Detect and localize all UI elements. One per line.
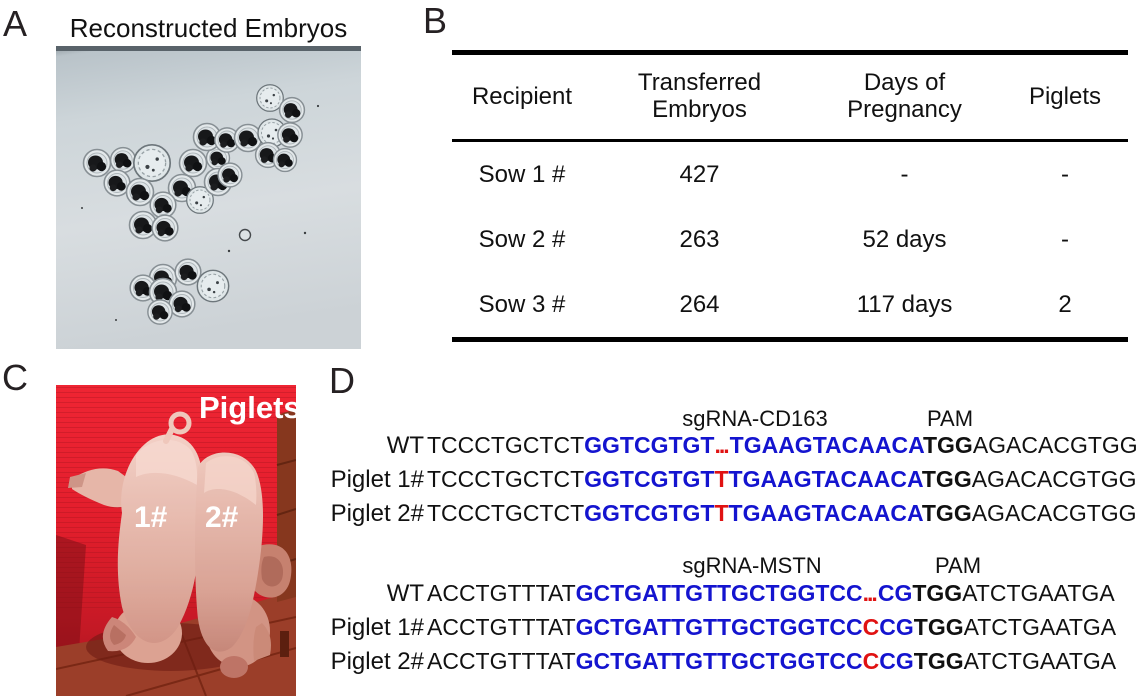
cell-transferred-embryos: 427	[679, 160, 720, 188]
cell-days-of-pregnancy: 117 days	[856, 290, 953, 318]
cell-recipient: Sow 1 #	[478, 160, 566, 188]
seq-segment: ACCTGTTTAT	[427, 580, 576, 606]
sequence-row-wt: WT ACCTGTTTATGCTGATTGTTGCTGGTCC...CGTGGA…	[330, 580, 1115, 608]
table-header-recipient: Recipient	[471, 82, 573, 110]
table-header-days-of-pregnancy: Days of Pregnancy	[847, 69, 962, 123]
table-rule-top	[452, 50, 1128, 55]
table-rule-mid	[452, 139, 1128, 142]
dna-sequence: TCCCTGCTCTGGTCGTGT...TGAAGTACAACATGGAGAC…	[427, 432, 1138, 459]
seq-segment: AGACACGTGG	[972, 432, 1138, 458]
dna-sequence: ACCTGTTTATGCTGATTGTTGCTGGTCC...CGTGGATCT…	[427, 580, 1115, 607]
seq-segment-guide: TGAAGTACAACA	[728, 500, 922, 526]
piglet-1-label: 1#	[134, 501, 168, 534]
seq-segment: ATCTGAATGA	[962, 580, 1115, 606]
sgrna-mstn-label: sgRNA-MSTN	[682, 553, 822, 578]
seq-segment: ACCTGTTTAT	[427, 614, 576, 640]
sequence-row-label: Piglet 2#	[330, 648, 424, 675]
dna-sequence: TCCCTGCTCTGGTCGTGTTTGAAGTACAACATGGAGACAC…	[427, 500, 1137, 527]
seq-segment: ATCTGAATGA	[963, 614, 1117, 640]
sequence-row-label: Piglet 1#	[330, 614, 424, 641]
seq-segment-guide: TGAAGTACAACA	[728, 466, 922, 492]
table-row: Sow 3 # 264 117 days 2	[452, 272, 1128, 337]
seq-segment-guide: GGTCGTGT	[584, 432, 715, 458]
cell-transferred-embryos: 264	[679, 290, 720, 318]
piglets-photo-drawing	[56, 385, 296, 696]
seq-segment-pam: TGG	[913, 614, 964, 640]
seq-segment: TCCCTGCTCT	[427, 500, 585, 526]
seq-segment-guide: CG	[877, 580, 913, 606]
dna-sequence: TCCCTGCTCTGGTCGTGTTTGAAGTACAACATGGAGACAC…	[427, 466, 1137, 493]
seq-segment-guide: GCTGATTGTTGCTGGTCC	[575, 580, 863, 606]
seq-segment: TCCCTGCTCT	[427, 432, 585, 458]
seq-segment-guide: GGTCGTGT	[584, 500, 715, 526]
table-row: Sow 2 # 263 52 days -	[452, 207, 1128, 272]
seq-segment: ATCTGAATGA	[963, 648, 1117, 674]
table-row: Sow 1 # 427 - -	[452, 142, 1128, 207]
cell-piglets: -	[1061, 160, 1069, 188]
cell-days-of-pregnancy: -	[900, 160, 909, 188]
embryo-transfer-table: Recipient Transferred Embryos Days of Pr…	[452, 50, 1128, 342]
sequence-row-label: WT	[386, 580, 424, 607]
cell-transferred-embryos: 263	[679, 225, 720, 253]
sequence-alignment-panel: sgRNA-CD163 PAM WT TCCCTGCTCTGGTCGTGT...…	[330, 362, 1143, 696]
sequence-row-label: WT	[386, 432, 424, 459]
cell-days-of-pregnancy: 52 days	[862, 225, 947, 253]
sequence-row-label: Piglet 1#	[330, 466, 424, 493]
embryo-micrograph-drawing	[56, 46, 361, 349]
seq-segment-pam: TGG	[913, 648, 964, 674]
table-header-row: Recipient Transferred Embryos Days of Pr…	[452, 55, 1128, 139]
pam-label: PAM	[926, 406, 974, 431]
dna-sequence: ACCTGTTTATGCTGATTGTTGCTGGTCCCCGTGGATCTGA…	[427, 614, 1116, 641]
seq-segment-insertion: T	[714, 500, 729, 526]
sequence-row-label: Piglet 2#	[330, 500, 424, 527]
cell-recipient: Sow 2 #	[478, 225, 566, 253]
seq-segment-gap: ...	[714, 432, 729, 458]
cell-recipient: Sow 3 #	[478, 290, 566, 318]
sequence-row-piglet-2: Piglet 2# ACCTGTTTATGCTGATTGTTGCTGGTCCCC…	[330, 648, 1117, 676]
seq-segment-guide: GCTGATTGTTGCTGGTCC	[575, 648, 863, 674]
seq-segment-guide: GCTGATTGTTGCTGGTCC	[575, 614, 863, 640]
piglets-photo	[56, 385, 296, 696]
pam-label: PAM	[934, 553, 982, 578]
cell-piglets: -	[1061, 225, 1069, 253]
table-header-piglets: Piglets	[1028, 82, 1102, 110]
seq-segment-pam: TGG	[922, 432, 973, 458]
sgrna-cd163-label: sgRNA-CD163	[682, 406, 828, 431]
photo-label-piglets: Piglets	[199, 390, 301, 425]
seq-segment-guide: GGTCGTGT	[584, 466, 715, 492]
seq-segment: AGACACGTGG	[971, 500, 1137, 526]
seq-segment-pam: TGG	[921, 466, 972, 492]
seq-segment-guide: TGAAGTACAACA	[729, 432, 923, 458]
dna-sequence: ACCTGTTTATGCTGATTGTTGCTGGTCCCCGTGGATCTGA…	[427, 648, 1116, 675]
panel-a-title: Reconstructed Embryos	[69, 13, 348, 43]
seq-segment-pam: TGG	[921, 500, 972, 526]
sequence-row-piglet-1: Piglet 1# ACCTGTTTATGCTGATTGTTGCTGGTCCCC…	[330, 614, 1117, 642]
sequence-row-piglet-1: Piglet 1# TCCCTGCTCTGGTCGTGTTTGAAGTACAAC…	[330, 466, 1137, 494]
sequence-row-wt: WT TCCCTGCTCTGGTCGTGT...TGAAGTACAACATGGA…	[330, 432, 1138, 460]
table-rule-bottom	[452, 337, 1128, 342]
embryo-micrograph	[56, 46, 361, 349]
seq-segment-insertion: C	[862, 648, 880, 674]
seq-segment-guide: CG	[879, 614, 914, 640]
seq-segment: TCCCTGCTCT	[427, 466, 585, 492]
panel-d-letter: D	[329, 360, 355, 401]
piglet-2-label: 2#	[205, 501, 239, 534]
table-header-transferred-embryos: Transferred Embryos	[637, 69, 762, 123]
panel-c-letter: C	[2, 357, 28, 398]
seq-segment-insertion: T	[714, 466, 729, 492]
seq-segment: ACCTGTTTAT	[427, 648, 576, 674]
cell-piglets: 2	[1058, 290, 1072, 318]
seq-segment-insertion: C	[862, 614, 880, 640]
seq-segment-gap: ...	[862, 580, 878, 606]
panel-b-letter: B	[423, 0, 448, 41]
seq-segment-pam: TGG	[912, 580, 963, 606]
seq-segment-guide: CG	[879, 648, 914, 674]
sequence-row-piglet-2: Piglet 2# TCCCTGCTCTGGTCGTGTTTGAAGTACAAC…	[330, 500, 1137, 528]
seq-segment: AGACACGTGG	[971, 466, 1137, 492]
panel-a-letter: A	[3, 3, 28, 44]
